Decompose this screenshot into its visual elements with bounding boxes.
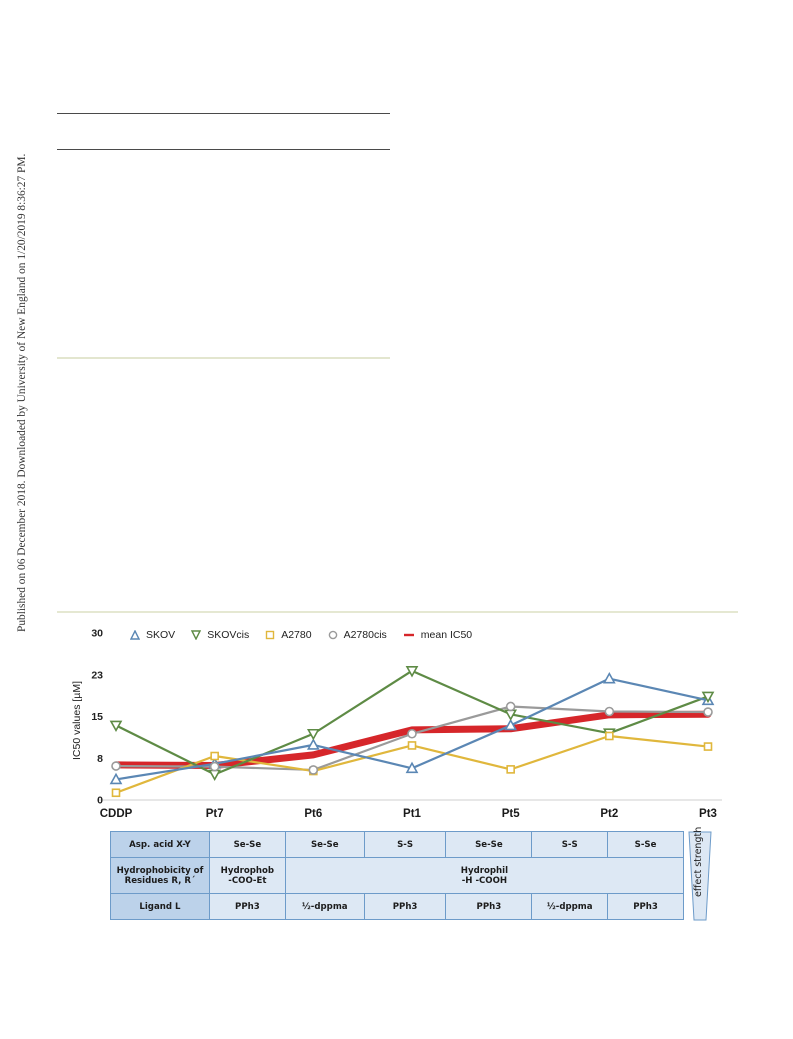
x-tick-label: Pt5 — [502, 808, 521, 820]
effect-strength-arrow — [688, 831, 712, 921]
y-tick-label: 0 — [97, 795, 103, 807]
data-point-skov — [306, 738, 320, 750]
data-point-a2780cis — [209, 761, 220, 772]
x-tick-label: Pt7 — [206, 808, 224, 820]
top-rule-3 — [57, 357, 390, 359]
legend-label: A2780 — [281, 629, 312, 641]
data-point-a2780 — [703, 742, 713, 751]
table-cell: PPh3 — [208, 893, 286, 920]
data-point-skovcis — [701, 691, 715, 704]
table-cell: ½-dppma — [284, 893, 365, 920]
legend-item-mean: mean IC50 — [403, 629, 472, 641]
row-header: Hydrophobicity of Residues R, R´ — [110, 857, 210, 894]
table-cell: PPh3 — [363, 893, 447, 920]
table-row: Asp. acid X-Y Se-Se Se-Se S-S Se-Se S-S … — [110, 831, 684, 858]
row-header: Ligand L — [110, 893, 210, 920]
table-cell: S-Se — [607, 831, 684, 858]
table-cell: S-S — [363, 831, 447, 858]
legend-label: SKOVcis — [207, 629, 250, 641]
data-point-a2780 — [506, 765, 515, 774]
table-row: Hydrophobicity of Residues R, R´ Hydroph… — [110, 857, 685, 894]
table-cell: PPh3 — [445, 893, 533, 920]
table-cell: Se-Se — [284, 831, 365, 858]
data-point-skovcis — [306, 728, 320, 741]
data-point-a2780cis — [703, 707, 713, 717]
legend-label: mean IC50 — [420, 629, 473, 641]
table-cell: Hydrophob -COO-Et — [208, 857, 286, 894]
properties-table: Asp. acid X-Y Se-Se Se-Se S-S Se-Se S-S … — [110, 831, 685, 920]
y-tick-label: 23 — [91, 669, 103, 681]
data-point-a2780cis — [111, 761, 121, 771]
data-point-skovcis — [109, 720, 123, 733]
legend-item-skov: SKOV — [130, 629, 175, 641]
table-cell: Hydrophil -H -COOH — [284, 857, 685, 894]
data-point-a2780 — [407, 741, 417, 750]
section-rule — [57, 611, 738, 613]
line-icon — [403, 633, 414, 637]
table-cell: Se-Se — [208, 831, 286, 858]
triangle-up-icon — [130, 630, 140, 640]
x-tick-label: Pt1 — [403, 808, 422, 820]
y-tick-label: 8 — [97, 753, 103, 765]
x-tick-label: Pt3 — [699, 808, 717, 820]
data-point-a2780cis — [505, 701, 516, 712]
table-row: Ligand L PPh3 ½-dppma PPh3 PPh3 ½-dppma … — [110, 893, 684, 920]
line-chart: 0 8 15 23 30 CDDP Pt7 Pt6 Pt1 Pt5 Pt2 Pt3 — [91, 628, 722, 820]
data-point-skov — [504, 718, 518, 731]
data-point-skovcis — [208, 769, 222, 782]
chart-legend: SKOV SKOVcis A2780 A2780cis mean IC50 — [130, 629, 488, 641]
effect-strength-label: effect strength — [693, 826, 704, 897]
data-point-a2780cis — [308, 765, 319, 775]
top-rule-2 — [57, 149, 390, 150]
y-tick-label: 15 — [91, 711, 103, 723]
circle-icon — [328, 630, 337, 640]
table-cell: Se-Se — [445, 831, 533, 858]
data-point-a2780 — [111, 788, 121, 798]
y-tick-label: 30 — [91, 628, 103, 640]
data-point-a2780 — [210, 751, 219, 761]
cell-line: -H -COOH — [461, 875, 508, 886]
cell-line: -COO-Et — [228, 875, 267, 886]
legend-label: A2780cis — [343, 629, 387, 641]
legend-item-a2780: A2780 — [265, 629, 312, 641]
data-point-a2780 — [605, 731, 614, 741]
x-tick-label: Pt6 — [304, 808, 322, 820]
top-rule-1 — [57, 113, 390, 114]
table-cell: PPh3 — [607, 893, 684, 920]
legend-item-a2780cis: A2780cis — [328, 629, 387, 641]
row-header: Asp. acid X-Y — [110, 831, 210, 858]
table-cell: S-S — [531, 831, 609, 858]
data-point-skov — [109, 772, 123, 785]
data-point-skov — [602, 671, 616, 684]
cell-line: Hydrophil — [460, 865, 509, 876]
legend-label: SKOV — [146, 629, 176, 641]
data-point-skov — [405, 761, 419, 774]
x-tick-label: Pt2 — [600, 808, 618, 820]
square-icon — [266, 630, 275, 640]
cell-line: Hydrophob — [220, 865, 275, 876]
series-line-mean-ic50 — [112, 710, 712, 769]
data-point-a2780cis — [604, 706, 615, 717]
row-header-line: Hydrophobicity of — [116, 865, 204, 876]
x-tick-label: CDDP — [100, 808, 133, 820]
table-cell: ½-dppma — [531, 893, 609, 920]
row-header-line: Residues R, R´ — [124, 875, 196, 886]
data-point-skovcis — [405, 666, 419, 678]
legend-item-skovcis: SKOVcis — [191, 629, 249, 641]
data-point-a2780cis — [407, 728, 417, 739]
triangle-down-icon — [191, 630, 202, 640]
